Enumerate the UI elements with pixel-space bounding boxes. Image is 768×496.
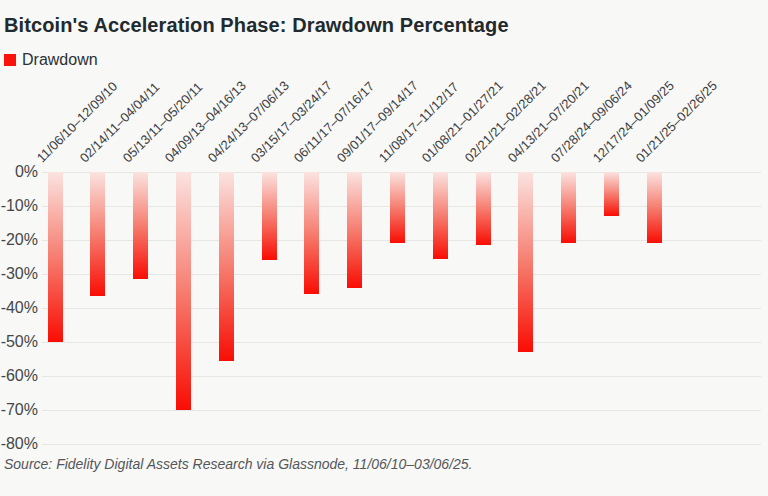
gridline [42, 444, 761, 445]
y-axis-tick-label: -30% [0, 266, 38, 282]
drawdown-bar-chart: 0%-10%-20%-30%-40%-50%-60%-70%-80%11/06/… [0, 0, 768, 496]
y-axis-tick-label: -70% [0, 402, 38, 418]
drawdown-bar [262, 172, 277, 260]
drawdown-bar [176, 172, 191, 410]
source-note: Source: Fidelity Digital Assets Research… [4, 456, 472, 472]
drawdown-bar [133, 172, 148, 279]
gridline [42, 308, 761, 309]
gridline [42, 274, 761, 275]
y-axis-tick-label: -50% [0, 334, 38, 350]
chart-page: Bitcoin's Acceleration Phase: Drawdown P… [0, 0, 768, 496]
drawdown-bar [304, 172, 319, 294]
drawdown-bar [604, 172, 619, 216]
drawdown-bar [433, 172, 448, 259]
y-axis-tick-label: -10% [0, 198, 38, 214]
drawdown-bar [347, 172, 362, 288]
gridline [42, 342, 761, 343]
y-axis-tick-label: -40% [0, 300, 38, 316]
gridline [42, 376, 761, 377]
drawdown-bar [48, 172, 63, 342]
drawdown-bar [647, 172, 662, 243]
drawdown-bar [518, 172, 533, 352]
y-axis-tick-label: -20% [0, 232, 38, 248]
y-axis-tick-label: -80% [0, 436, 38, 452]
drawdown-bar [219, 172, 234, 361]
y-axis-tick-label: -60% [0, 368, 38, 384]
drawdown-bar [90, 172, 105, 296]
drawdown-bar [561, 172, 576, 243]
y-axis-tick-label: 0% [0, 164, 38, 180]
drawdown-bar [390, 172, 405, 243]
x-axis-tick-label: 01/21/25–02/26/25 [633, 78, 721, 166]
drawdown-bar [476, 172, 491, 245]
gridline [42, 410, 761, 411]
